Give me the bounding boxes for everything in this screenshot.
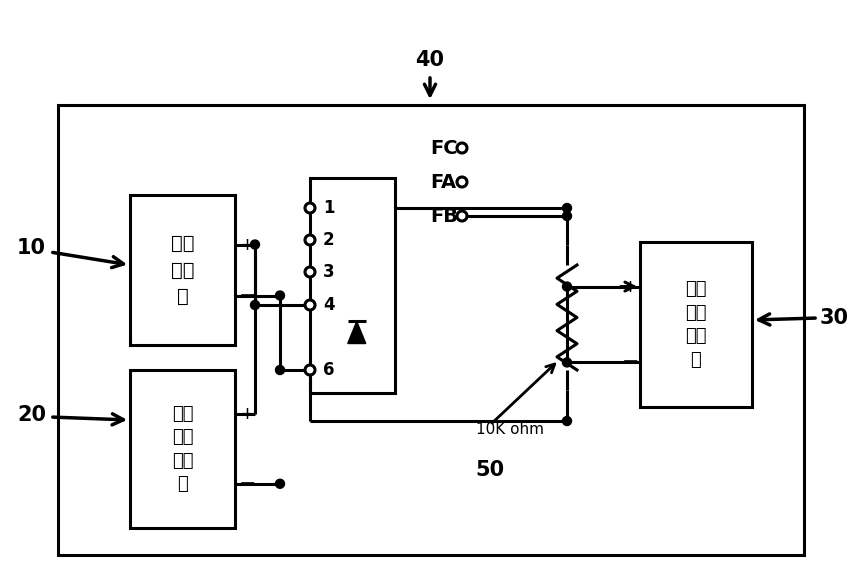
Bar xyxy=(130,195,235,345)
Circle shape xyxy=(562,282,571,291)
Text: 4: 4 xyxy=(323,296,334,314)
Circle shape xyxy=(562,358,571,367)
Bar xyxy=(639,242,751,407)
Text: FC: FC xyxy=(430,139,457,158)
Text: 1: 1 xyxy=(323,199,334,217)
Circle shape xyxy=(562,211,571,220)
Text: 示波
器第
一通
道: 示波 器第 一通 道 xyxy=(171,405,193,493)
Text: +: + xyxy=(238,235,254,254)
Circle shape xyxy=(251,240,259,249)
Bar xyxy=(310,178,394,393)
Text: 40: 40 xyxy=(415,50,444,70)
Circle shape xyxy=(305,203,314,213)
Text: 6: 6 xyxy=(323,361,334,379)
Text: +: + xyxy=(622,278,636,296)
Text: 示波
器第
二通
道: 示波 器第 二通 道 xyxy=(684,280,706,369)
Text: 20: 20 xyxy=(17,405,46,425)
Text: 2: 2 xyxy=(323,231,334,249)
Circle shape xyxy=(562,203,571,212)
Circle shape xyxy=(562,416,571,425)
Circle shape xyxy=(305,235,314,245)
Text: 30: 30 xyxy=(819,308,848,328)
Text: −: − xyxy=(622,352,639,372)
Text: −: − xyxy=(238,474,257,494)
Circle shape xyxy=(305,300,314,310)
Text: FB: FB xyxy=(430,207,457,226)
Text: 3: 3 xyxy=(323,263,334,281)
Bar xyxy=(58,105,803,555)
Circle shape xyxy=(305,267,314,277)
Circle shape xyxy=(456,211,467,221)
Text: −: − xyxy=(238,286,257,305)
Circle shape xyxy=(276,365,284,375)
Text: +: + xyxy=(238,405,254,423)
Bar xyxy=(130,370,235,528)
Circle shape xyxy=(456,143,467,153)
Text: 10K ohm: 10K ohm xyxy=(475,423,543,437)
Circle shape xyxy=(456,177,467,187)
Circle shape xyxy=(251,300,259,309)
Text: 50: 50 xyxy=(475,460,504,480)
Circle shape xyxy=(276,479,284,488)
Text: FA: FA xyxy=(430,172,455,191)
Text: 信号
发生
器: 信号 发生 器 xyxy=(170,234,194,306)
Circle shape xyxy=(305,365,314,375)
Circle shape xyxy=(276,291,284,300)
Text: 10: 10 xyxy=(17,238,46,258)
Polygon shape xyxy=(347,321,365,344)
